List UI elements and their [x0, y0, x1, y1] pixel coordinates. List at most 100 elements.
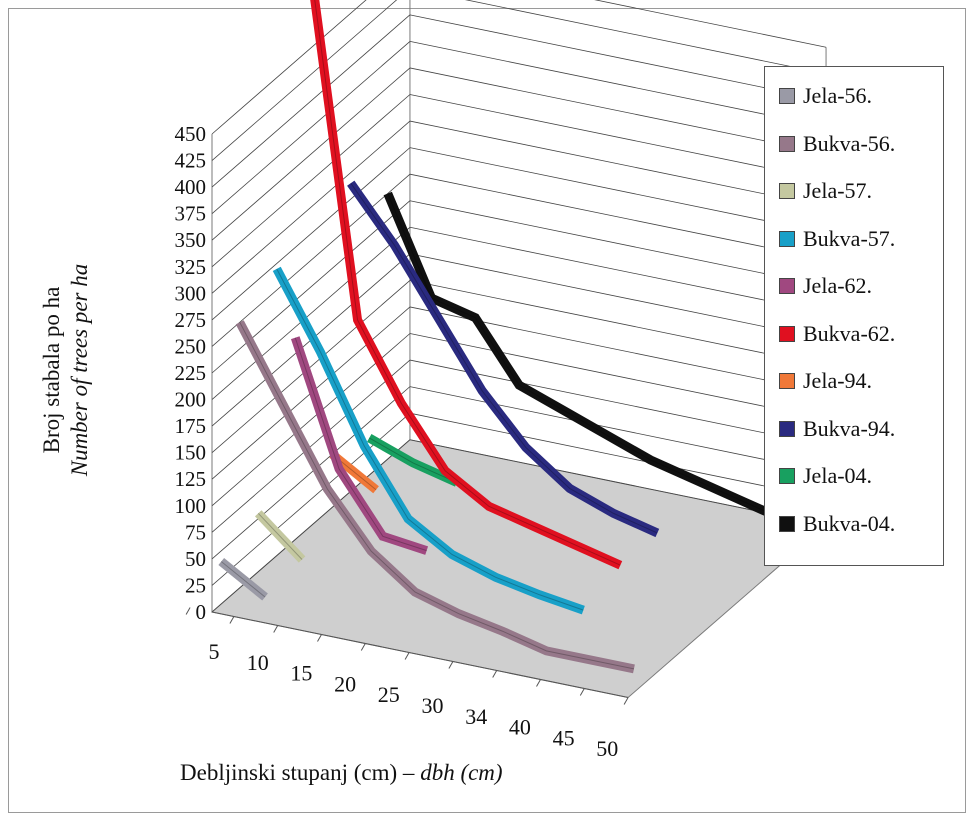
y-tick-label: 325 — [175, 255, 207, 279]
gridline — [409, 200, 827, 287]
y-tick-label: 25 — [185, 573, 206, 597]
series-line-bukva-04 — [383, 191, 784, 523]
gridline — [409, 173, 827, 261]
series-line-edge — [350, 182, 658, 534]
x-tick-label: 50 — [596, 736, 618, 761]
gridline — [211, 14, 411, 188]
x-tick-label: 20 — [334, 671, 356, 696]
legend-label: Jela-94. — [803, 368, 873, 393]
x-axis-label: Debljinski stupanj (cm) – dbh (cm) — [180, 760, 503, 786]
gridline — [211, 280, 411, 453]
series-line-edge — [276, 268, 584, 611]
series-line-edge — [239, 322, 635, 670]
legend-item: Jela-62. — [779, 271, 872, 301]
legend-label: Bukva-57. — [803, 225, 896, 251]
legend-swatch — [779, 373, 795, 389]
x-tick-label: 34 — [465, 704, 487, 729]
y-tick-label: 350 — [175, 228, 207, 252]
x-tick-mark — [492, 670, 498, 678]
gridline — [464, 0, 827, 75]
x-tick-mark — [229, 616, 235, 624]
y-axis-label: Broj stabala po ha Number of trees per h… — [38, 110, 94, 630]
y-tick-label: 225 — [175, 361, 207, 385]
legend-item: Jela-56. — [779, 81, 872, 111]
x-tick-mark — [448, 661, 454, 669]
legend-item: Bukva-62. — [779, 319, 895, 349]
y-tick-label: 0 — [196, 600, 207, 624]
gridline — [211, 226, 411, 400]
series-line-edge — [369, 437, 458, 483]
x-axis-line — [211, 611, 629, 698]
x-tick-label: 30 — [422, 693, 444, 718]
legend-item: Bukva-56. — [779, 129, 895, 159]
x-tick-label: 5 — [209, 639, 220, 664]
series-line-jela-56 — [218, 557, 268, 601]
gridline — [409, 67, 827, 154]
y-tick-label: 175 — [175, 414, 207, 438]
y-axis-label-main: Broj stabala po ha — [39, 286, 64, 454]
legend-swatch — [779, 88, 795, 104]
y-tick-label: 100 — [175, 494, 207, 518]
x-tick-label: 45 — [553, 725, 575, 750]
x-tick-label: 25 — [378, 682, 400, 707]
legend-label: Jela-56. — [803, 83, 873, 108]
series-line-edge — [257, 512, 303, 560]
legend-label: Bukva-62. — [803, 320, 896, 346]
x-tick-mark — [185, 607, 191, 615]
gridline — [211, 41, 411, 214]
chart-walls — [185, 0, 828, 705]
gridline — [409, 280, 827, 367]
series-line-edge — [314, 0, 621, 566]
y-tick-label: 75 — [185, 520, 206, 544]
series-line-edge — [387, 193, 783, 520]
gridline — [409, 120, 827, 207]
gridline — [409, 386, 827, 473]
legend-label: Bukva-94. — [803, 415, 896, 441]
series-line-jela-62 — [290, 336, 429, 555]
y-axis-label-italic: Number of trees per ha — [67, 263, 92, 477]
y-tick-label: 400 — [175, 175, 207, 199]
gridline — [211, 173, 411, 347]
legend-swatch — [779, 420, 795, 437]
gridline — [211, 0, 367, 135]
legend: Jela-56. Bukva-56. Jela-57. Bukva-57. Jela-6… — [764, 66, 944, 566]
series-lines — [218, 0, 784, 674]
y-tick-label: 50 — [185, 547, 206, 571]
x-tick-mark — [317, 634, 322, 642]
series-line-bukva-94 — [347, 180, 660, 538]
series-line-jela-04 — [367, 434, 459, 487]
legend-item: Jela-94. — [779, 366, 872, 396]
x-tick-labels: 5 10 15 20 25 30 34 40 45 50 — [209, 639, 619, 761]
gridline — [211, 0, 398, 161]
gridline — [409, 41, 827, 128]
legend-swatch — [779, 278, 795, 294]
y-tick-label: 275 — [175, 308, 207, 332]
x-tick-mark — [623, 697, 629, 705]
legend-item: Jela-04. — [779, 461, 872, 491]
legend-swatch — [779, 325, 795, 342]
gridline — [211, 359, 411, 533]
gridline — [409, 94, 827, 181]
legend-label: Jela-57. — [803, 178, 873, 203]
x-tick-label: 15 — [290, 661, 312, 686]
gridline — [409, 359, 827, 446]
gridline — [409, 333, 827, 420]
gridline — [409, 14, 827, 101]
legend-item: Jela-57. — [779, 176, 872, 206]
x-axis-label-italic: dbh (cm) — [420, 760, 503, 785]
legend-item: Bukva-04. — [779, 509, 895, 539]
series-line-edge — [220, 561, 266, 598]
y-tick-label: 250 — [175, 334, 207, 358]
y-tick-label: 200 — [175, 388, 207, 412]
x-tick-mark — [404, 652, 410, 660]
legend-swatch — [779, 468, 795, 484]
gridline — [409, 253, 827, 340]
y-tick-label: 150 — [175, 441, 207, 465]
gridline — [409, 226, 827, 314]
gridline — [594, 0, 827, 48]
series-line-bukva-56 — [235, 320, 635, 674]
x-tick-mark — [360, 643, 366, 651]
x-tick-mark — [273, 625, 279, 633]
y-tick-label: 375 — [175, 202, 207, 226]
